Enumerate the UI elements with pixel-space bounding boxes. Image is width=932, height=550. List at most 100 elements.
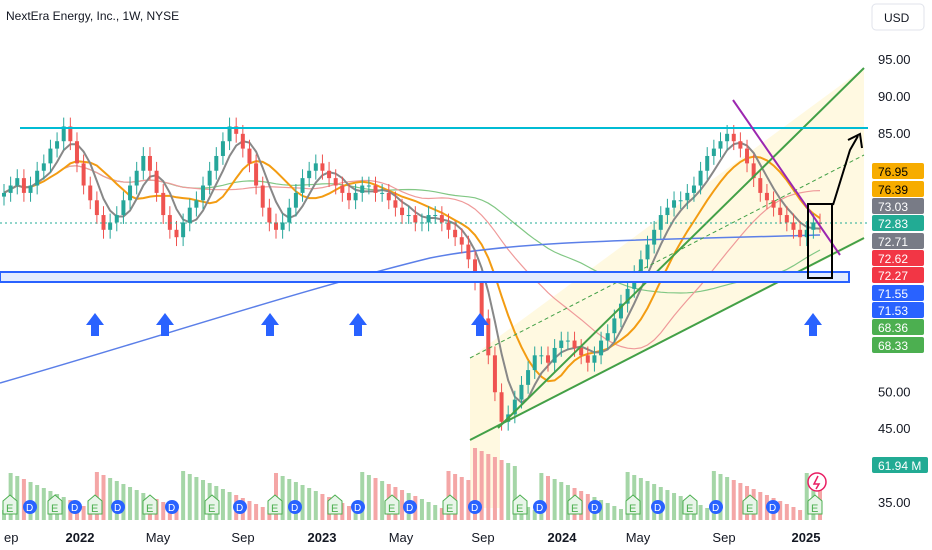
earnings-marker[interactable]: E	[2, 494, 18, 515]
candle-body	[433, 215, 438, 217]
earnings-label: E	[388, 503, 395, 515]
dividend-marker[interactable]: D	[468, 500, 482, 514]
earnings-marker[interactable]: E	[442, 494, 458, 515]
earnings-icon	[204, 494, 220, 515]
earnings-marker[interactable]: E	[47, 494, 63, 515]
candle-body	[94, 200, 99, 216]
volume-bar	[804, 473, 809, 520]
candle-body	[393, 200, 398, 208]
volume-bar	[512, 466, 517, 520]
dividend-marker[interactable]: D	[403, 500, 417, 514]
volume-bar	[618, 509, 623, 520]
candle-body	[254, 163, 259, 186]
ma-red-line	[3, 165, 821, 350]
volume-bar	[446, 471, 451, 520]
dividend-icon	[709, 500, 723, 514]
highlight-box	[807, 203, 833, 279]
candle-body	[512, 399, 517, 415]
candle-body	[546, 355, 550, 363]
earnings-label: E	[629, 503, 636, 515]
time-tick-label: Sep	[471, 530, 494, 545]
currency-button[interactable]: USD	[871, 3, 925, 31]
earnings-marker[interactable]: E	[267, 494, 283, 515]
volume-bar	[353, 509, 358, 520]
dividend-marker[interactable]: D	[111, 500, 125, 514]
price-badge: 68.36	[872, 319, 924, 335]
price-badge-bg	[872, 181, 924, 197]
earnings-marker[interactable]: E	[87, 494, 103, 515]
candle-body	[479, 281, 484, 319]
earnings-icon	[512, 494, 528, 515]
earnings-marker[interactable]: E	[682, 494, 698, 515]
dividend-marker[interactable]: D	[288, 500, 302, 514]
earnings-marker[interactable]: E	[807, 494, 823, 515]
price-badge-bg	[872, 267, 924, 283]
earnings-label: E	[208, 503, 215, 515]
candle-body	[2, 192, 6, 197]
candle-body	[645, 244, 650, 260]
candle-body	[413, 215, 418, 223]
earnings-icon	[142, 494, 158, 515]
price-tick-label: 35.00	[878, 495, 911, 510]
candle-body	[300, 178, 305, 193]
volume-bar	[612, 506, 617, 520]
dividend-marker[interactable]: D	[165, 500, 179, 514]
candle-body	[214, 155, 219, 171]
price-badge: 71.53	[872, 302, 924, 318]
earnings-label: E	[746, 503, 753, 515]
candle-body	[373, 185, 378, 193]
volume-bar	[453, 474, 458, 520]
candle-body	[48, 148, 53, 164]
volume-bar	[539, 473, 544, 520]
volume-bar	[738, 483, 743, 520]
earnings-marker[interactable]: E	[204, 494, 220, 515]
alert-flash-icon[interactable]	[807, 472, 827, 492]
earnings-marker[interactable]: E	[567, 494, 583, 515]
price-badge: 76.95	[872, 163, 924, 179]
earnings-marker[interactable]: E	[742, 494, 758, 515]
earnings-marker[interactable]: E	[327, 494, 343, 515]
volume-bar	[499, 460, 504, 520]
candle-body	[519, 384, 524, 400]
volume-bar	[546, 476, 550, 520]
earnings-marker[interactable]: E	[625, 494, 641, 515]
earnings-marker[interactable]: E	[384, 494, 400, 515]
price-badge-bg	[872, 337, 924, 353]
volume-bar	[665, 490, 670, 520]
candle-body	[791, 222, 796, 230]
earnings-label: E	[146, 503, 153, 515]
volume-bar	[638, 478, 643, 520]
candle-body	[758, 178, 763, 193]
price-badge: 71.55	[872, 285, 924, 301]
candle-body	[473, 259, 478, 282]
volume-bar	[35, 485, 40, 520]
volume-bar	[784, 504, 789, 520]
candle-body	[691, 185, 696, 193]
dividend-marker[interactable]: D	[588, 500, 602, 514]
dividend-marker[interactable]: D	[351, 500, 365, 514]
dividend-marker[interactable]: D	[709, 500, 723, 514]
dividend-marker[interactable]: D	[651, 500, 665, 514]
earnings-marker[interactable]: E	[512, 494, 528, 515]
up-arrow-icon	[156, 313, 174, 336]
volume-bar	[486, 454, 491, 520]
earnings-marker[interactable]: E	[142, 494, 158, 515]
volume-bar	[227, 492, 232, 520]
candle-body	[313, 163, 318, 171]
dividend-marker[interactable]: D	[233, 500, 247, 514]
volume-bar	[313, 491, 318, 520]
dividend-icon	[533, 500, 547, 514]
price-badge: 72.62	[872, 250, 924, 266]
candle-body	[625, 288, 630, 304]
up-arrow-icon	[349, 313, 367, 336]
candle-body	[360, 185, 365, 193]
dividend-marker[interactable]: D	[23, 500, 37, 514]
dividend-marker[interactable]: D	[68, 500, 82, 514]
candle-body	[207, 170, 212, 186]
price-badge-bg	[872, 215, 924, 231]
time-tick-label: 2024	[548, 530, 578, 545]
price-badge: 73.03	[872, 198, 924, 214]
dividend-marker[interactable]: D	[766, 500, 780, 514]
dividend-marker[interactable]: D	[533, 500, 547, 514]
